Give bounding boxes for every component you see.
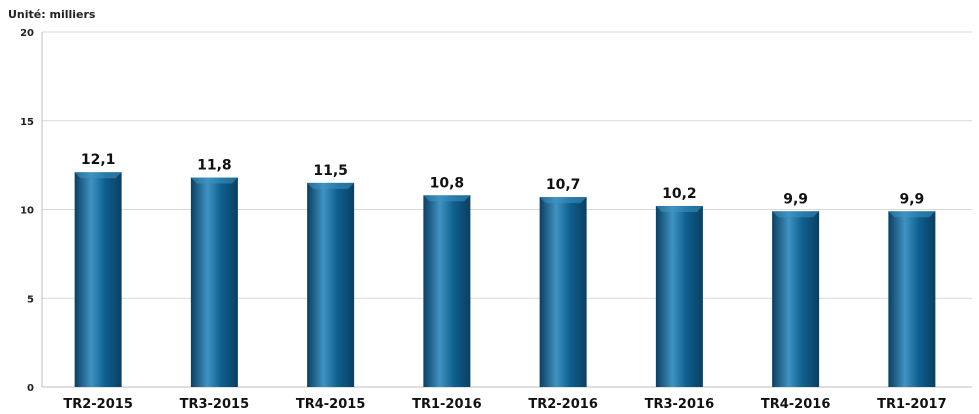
bar-bevel-tr3-2016 [655, 205, 703, 212]
data-label-tr3-2015: 11,8 [197, 158, 232, 174]
data-label-tr4-2015: 11,5 [313, 163, 348, 179]
bar-tr1-2016 [423, 195, 471, 387]
bar-bevel-tr2-2016 [539, 197, 587, 204]
x-tick-label-tr1-2017: TR1-2017 [877, 397, 947, 412]
bar-tr2-2016 [539, 197, 587, 387]
y-tick-label-10: 10 [20, 206, 34, 217]
x-axis: TR2-2015 TR3-2015 TR4-2015 TR1-2016 TR2-2016… [63, 397, 946, 412]
bar-bevel-tr4-2016 [772, 211, 820, 218]
bar-tr3-2016 [655, 205, 703, 387]
y-axis: 0 5 10 15 20 [20, 28, 43, 394]
data-label-tr1-2017: 9,9 [899, 191, 924, 207]
bar-tr1-2017 [888, 211, 936, 387]
x-tick-label-tr3-2016: TR3-2016 [645, 397, 715, 412]
x-tick-label-tr2-2016: TR2-2016 [528, 397, 598, 412]
bar-tr3-2015 [190, 177, 238, 387]
bar-bevel-tr1-2017 [888, 211, 936, 218]
y-tick-label-20: 20 [20, 28, 34, 39]
y-tick-label-15: 15 [20, 117, 34, 128]
bar-bevel-tr4-2015 [307, 182, 355, 189]
x-tick-label-tr3-2015: TR3-2015 [180, 397, 250, 412]
bars [74, 172, 936, 387]
bar-tr4-2016 [772, 211, 820, 387]
data-labels: 12,1 11,8 11,5 10,8 10,7 10,2 9,9 9,9 [81, 152, 924, 207]
gridlines [42, 31, 972, 388]
x-tick-label-tr2-2015: TR2-2015 [63, 397, 133, 412]
unit-label: Unité: milliers [8, 8, 96, 21]
x-tick-label-tr4-2016: TR4-2016 [761, 397, 831, 412]
x-tick-label-tr1-2016: TR1-2016 [412, 397, 482, 412]
bar-bevel-tr2-2015 [74, 172, 122, 179]
y-tick-label-0: 0 [27, 383, 34, 394]
data-label-tr3-2016: 10,2 [662, 186, 697, 202]
data-label-tr4-2016: 9,9 [783, 191, 808, 207]
data-label-tr1-2016: 10,8 [430, 175, 465, 191]
bar-bevel-tr3-2015 [190, 177, 238, 184]
x-tick-label-tr4-2015: TR4-2015 [296, 397, 366, 412]
y-tick-label-5: 5 [27, 294, 34, 305]
bar-tr2-2015 [74, 172, 122, 387]
bar-bevel-tr1-2016 [423, 195, 471, 202]
data-label-tr2-2016: 10,7 [546, 177, 581, 193]
bar-tr4-2015 [307, 182, 355, 387]
data-label-tr2-2015: 12,1 [81, 152, 116, 168]
